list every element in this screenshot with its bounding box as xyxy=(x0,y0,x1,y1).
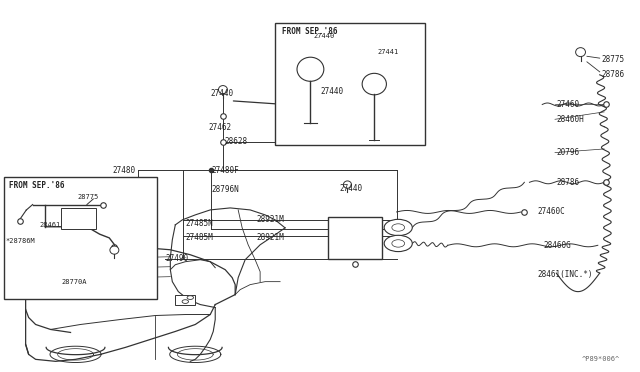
Text: 27440: 27440 xyxy=(210,89,234,98)
Text: 28628: 28628 xyxy=(224,137,247,146)
Ellipse shape xyxy=(344,181,351,188)
Text: ^P89*006^: ^P89*006^ xyxy=(582,356,620,362)
Ellipse shape xyxy=(110,246,119,254)
Text: 27440: 27440 xyxy=(339,184,362,193)
Text: 28921M: 28921M xyxy=(256,215,284,224)
Text: 28775: 28775 xyxy=(601,55,624,64)
Text: 28461: 28461 xyxy=(39,222,60,228)
Circle shape xyxy=(384,235,412,251)
Text: 28786: 28786 xyxy=(556,178,579,187)
Text: 27460C: 27460C xyxy=(537,208,565,217)
Ellipse shape xyxy=(362,73,387,95)
Ellipse shape xyxy=(218,86,227,94)
Circle shape xyxy=(392,224,404,231)
Bar xyxy=(61,208,97,229)
Text: 27485M: 27485M xyxy=(186,233,214,243)
Text: 20796: 20796 xyxy=(556,148,579,157)
Text: 27460: 27460 xyxy=(556,100,579,109)
Text: 27480: 27480 xyxy=(113,166,136,174)
Bar xyxy=(275,23,426,145)
Text: FROM SEP.'86: FROM SEP.'86 xyxy=(282,27,337,36)
Text: 27440: 27440 xyxy=(314,33,335,39)
Text: 28786: 28786 xyxy=(601,70,624,79)
Text: 28460G: 28460G xyxy=(543,241,572,250)
Text: 28461(INC.*): 28461(INC.*) xyxy=(537,270,593,279)
Circle shape xyxy=(182,300,189,304)
Text: 28921M: 28921M xyxy=(256,233,284,243)
Circle shape xyxy=(187,296,193,299)
Bar xyxy=(328,217,382,259)
Text: 28796N: 28796N xyxy=(211,185,239,194)
Text: 27480F: 27480F xyxy=(211,166,239,174)
Ellipse shape xyxy=(297,57,324,81)
Circle shape xyxy=(384,219,412,235)
Text: 28770A: 28770A xyxy=(61,279,87,285)
Bar xyxy=(4,177,157,299)
Text: 27440: 27440 xyxy=(320,87,343,96)
Bar xyxy=(175,295,195,305)
Text: 27462: 27462 xyxy=(208,123,232,132)
Text: 28775: 28775 xyxy=(77,194,99,200)
Text: 27441: 27441 xyxy=(378,49,399,55)
Ellipse shape xyxy=(575,48,586,57)
Text: 27490: 27490 xyxy=(166,254,189,263)
Text: *28786M: *28786M xyxy=(6,238,36,244)
Text: FROM SEP.'86: FROM SEP.'86 xyxy=(9,181,65,190)
Circle shape xyxy=(392,240,404,247)
Text: 27485N: 27485N xyxy=(186,219,214,228)
Text: 28460H: 28460H xyxy=(556,115,584,124)
